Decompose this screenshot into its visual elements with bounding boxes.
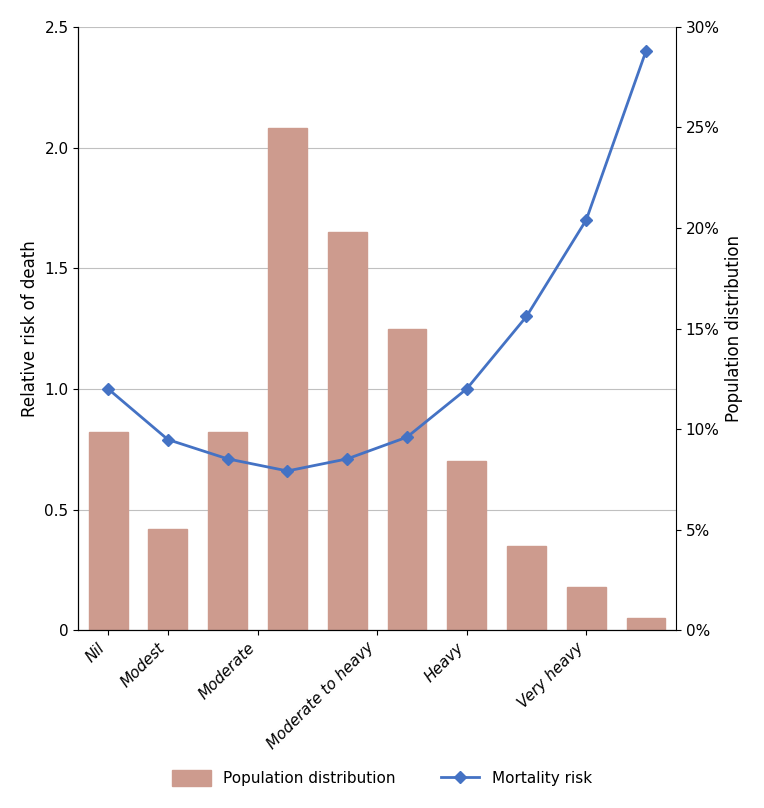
Line: Mortality risk: Mortality risk <box>104 47 650 475</box>
Bar <box>328 232 367 630</box>
Mortality risk <box>522 312 531 322</box>
Bar <box>447 461 486 630</box>
Mortality risk <box>462 384 471 393</box>
Bar <box>89 432 128 630</box>
Mortality risk <box>104 384 113 393</box>
Bar <box>387 329 426 630</box>
Mortality risk <box>581 215 591 225</box>
Legend: Population distribution, Mortality risk: Population distribution, Mortality risk <box>167 764 597 793</box>
Bar <box>626 618 665 630</box>
Bar <box>507 545 546 630</box>
Mortality risk <box>403 432 412 442</box>
Mortality risk <box>223 454 232 464</box>
Y-axis label: Relative risk of death: Relative risk of death <box>21 240 39 417</box>
Mortality risk <box>342 454 351 464</box>
Bar <box>148 529 187 630</box>
Bar <box>567 587 606 630</box>
Y-axis label: Population distribution: Population distribution <box>725 235 743 422</box>
Mortality risk <box>163 435 173 444</box>
Bar <box>268 128 307 630</box>
Mortality risk <box>642 46 651 56</box>
Bar <box>209 432 247 630</box>
Mortality risk <box>283 466 292 476</box>
